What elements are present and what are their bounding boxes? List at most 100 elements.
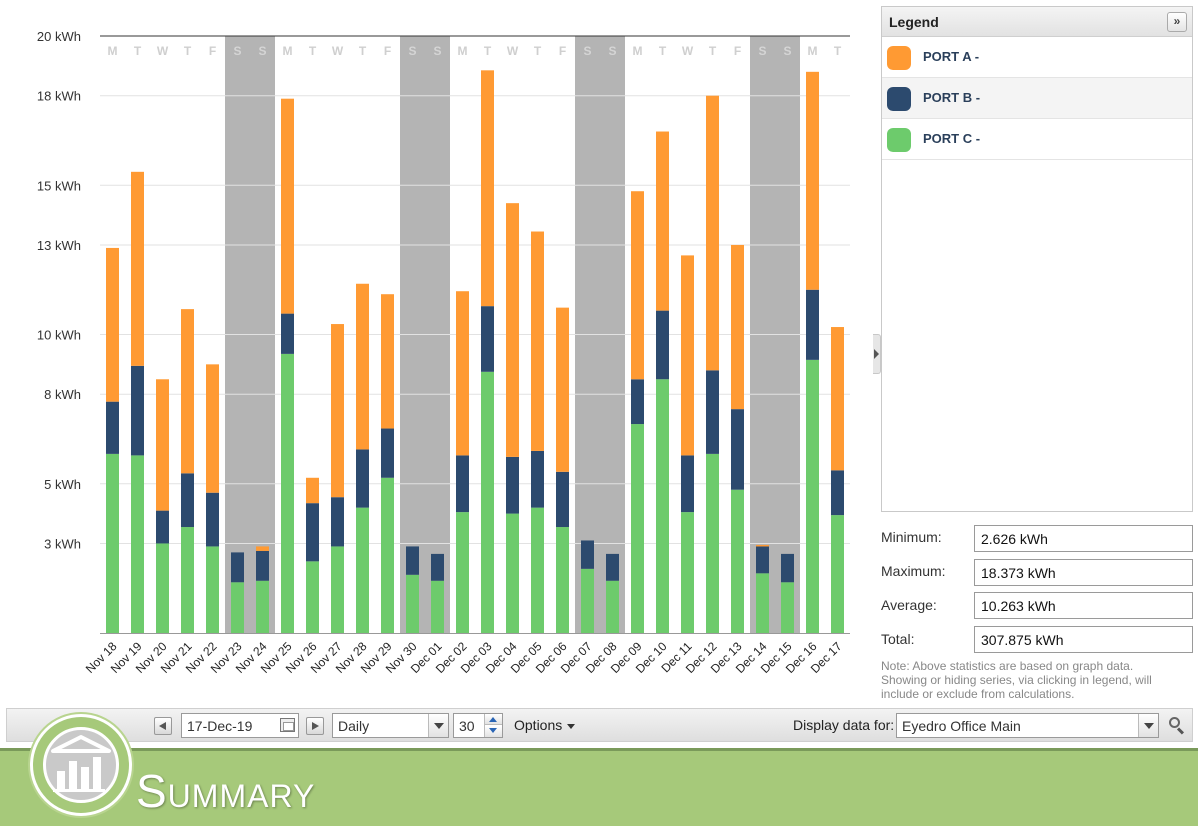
weekday-label: T xyxy=(659,44,667,58)
legend-item-port-c[interactable]: PORT C - xyxy=(882,119,1192,160)
chevron-down-icon[interactable] xyxy=(428,714,448,737)
bar-segment xyxy=(306,503,319,562)
previous-period-button[interactable] xyxy=(154,717,172,735)
spin-up-icon[interactable] xyxy=(485,714,502,725)
bar-segment xyxy=(506,203,519,457)
interval-select[interactable]: Daily xyxy=(332,713,449,738)
caret-down-icon xyxy=(567,723,576,729)
bar-segment xyxy=(556,527,569,633)
bar-segment xyxy=(656,310,669,380)
y-tick-label: 3 kWh xyxy=(44,536,81,551)
weekday-label: M xyxy=(108,44,118,58)
device-value: Eyedro Office Main xyxy=(902,718,1021,734)
y-tick-label: 10 kWh xyxy=(37,328,81,343)
next-period-button[interactable] xyxy=(306,717,324,735)
bar-segment xyxy=(506,456,519,514)
bar-segment xyxy=(381,428,394,478)
average-value-field: 10.263 kWh xyxy=(974,592,1193,619)
weekday-label: S xyxy=(608,44,616,58)
bar-segment xyxy=(456,512,469,633)
bar-segment xyxy=(656,379,669,633)
bar-segment xyxy=(456,291,469,456)
bar-segment xyxy=(506,513,519,633)
legend-item-port-b[interactable]: PORT B - xyxy=(882,78,1192,119)
double-chevron-right-icon[interactable]: » xyxy=(1167,12,1187,32)
weekday-label: T xyxy=(359,44,367,58)
bar-segment xyxy=(181,309,194,474)
bar-segment xyxy=(781,553,794,583)
options-menu-button[interactable]: Options xyxy=(514,717,576,733)
bar-segment xyxy=(581,540,594,569)
bar-segment xyxy=(806,289,819,360)
bar-segment xyxy=(706,95,719,371)
bar-segment xyxy=(106,453,119,633)
bar-segment xyxy=(106,247,119,402)
total-value-field: 307.875 kWh xyxy=(974,626,1193,653)
chart-area: 3 kWh 5 kWh 8 kWh 10 kWh 13 kWh 15 kWh 18 kWh 2… xyxy=(36,29,850,677)
bar-segment xyxy=(706,453,719,633)
bar-segment xyxy=(531,231,544,451)
bar-segment xyxy=(156,510,169,544)
collapse-legend-tab[interactable] xyxy=(873,334,881,374)
date-input[interactable]: 17-Dec-19 xyxy=(181,713,299,738)
bar-segment xyxy=(731,244,744,410)
bar-segment xyxy=(781,582,794,633)
summary-logo xyxy=(30,714,132,816)
weekday-label: T xyxy=(134,44,142,58)
weekday-label: S xyxy=(758,44,766,58)
chevron-down-icon[interactable] xyxy=(1138,714,1158,737)
bar-segment xyxy=(331,497,344,547)
bar-segment xyxy=(356,449,369,508)
footer-band xyxy=(0,751,1198,826)
bar-segment xyxy=(131,365,144,456)
weekday-label: S xyxy=(258,44,266,58)
bar-segment xyxy=(531,507,544,633)
bar-segment xyxy=(131,455,144,633)
bar-segment xyxy=(556,307,569,472)
y-tick-label: 15 kWh xyxy=(37,178,81,193)
legend-item-port-a[interactable]: PORT A - xyxy=(882,37,1192,78)
bar-segment xyxy=(431,553,444,581)
spin-down-icon[interactable] xyxy=(485,726,502,737)
bar-segment xyxy=(431,580,444,633)
bar-segment xyxy=(631,379,644,425)
weekday-label: M xyxy=(633,44,643,58)
weekday-label: M xyxy=(283,44,293,58)
period-count-stepper[interactable]: 30 xyxy=(453,713,503,738)
bar-segment xyxy=(331,324,344,498)
weekday-label: F xyxy=(384,44,391,58)
weekday-label: S xyxy=(408,44,416,58)
bar-segment xyxy=(806,359,819,633)
legend-label-port-b: PORT B - xyxy=(923,90,981,105)
maximum-label: Maximum: xyxy=(881,563,946,579)
weekday-label: W xyxy=(332,44,344,58)
legend-label-port-c: PORT C - xyxy=(923,131,981,146)
bar-segment xyxy=(631,191,644,380)
weekday-label: S xyxy=(433,44,441,58)
bar-segment xyxy=(106,401,119,454)
bar-segment xyxy=(456,455,469,513)
bar-segment xyxy=(606,580,619,633)
bar-segment xyxy=(356,507,369,633)
bar-chart-icon xyxy=(51,735,111,792)
total-label: Total: xyxy=(881,631,915,647)
bar-segment xyxy=(406,546,419,575)
weekday-label: W xyxy=(682,44,694,58)
display-data-label: Display data for: xyxy=(793,717,895,733)
device-select[interactable]: Eyedro Office Main xyxy=(896,713,1159,738)
bar-segment xyxy=(306,477,319,504)
weekday-label: F xyxy=(734,44,741,58)
bar-segment xyxy=(356,283,369,450)
search-icon[interactable] xyxy=(1167,716,1187,736)
bar-segment xyxy=(381,477,394,633)
legend-swatch-port-c xyxy=(887,128,911,152)
bar-segment xyxy=(756,573,769,633)
weekday-label: S xyxy=(583,44,591,58)
calendar-icon[interactable] xyxy=(280,718,295,732)
bar-segment xyxy=(806,71,819,290)
bar-segment xyxy=(156,379,169,511)
period-count-value: 30 xyxy=(459,718,475,734)
bar-segment xyxy=(556,471,569,528)
bar-segment xyxy=(731,409,744,490)
bar-segment xyxy=(831,327,844,471)
